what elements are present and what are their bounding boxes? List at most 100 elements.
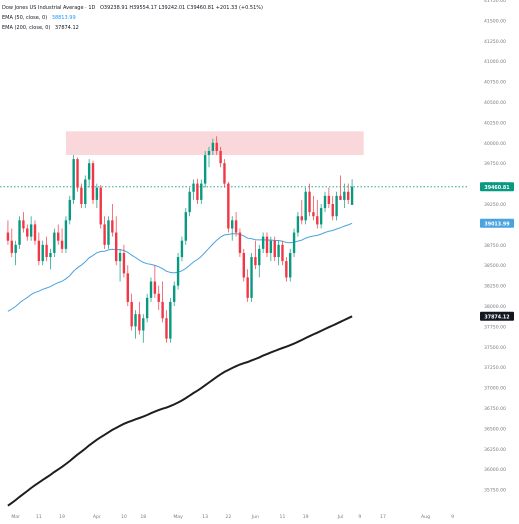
candle-body[interactable] [234, 220, 238, 233]
candle-body[interactable] [176, 257, 180, 286]
candle[interactable] [161, 281, 164, 323]
candle[interactable] [37, 232, 41, 266]
candle[interactable] [308, 183, 311, 217]
candle-body[interactable] [203, 155, 207, 184]
ema-200-line[interactable] [7, 315, 353, 507]
candle[interactable] [169, 297, 172, 343]
candle-body[interactable] [211, 142, 215, 151]
candle[interactable] [173, 281, 176, 306]
candle-body[interactable] [192, 183, 195, 192]
legend-main-row[interactable]: Dow Jones US Industrial Average · 1D O39… [2, 3, 263, 13]
candle-body[interactable] [343, 191, 346, 200]
candle-body[interactable] [33, 224, 37, 241]
candle-body[interactable] [273, 240, 276, 258]
candle[interactable] [200, 179, 203, 204]
candle[interactable] [60, 228, 64, 253]
candle[interactable] [192, 179, 195, 200]
candle-body[interactable] [335, 195, 338, 217]
candle[interactable] [153, 265, 157, 298]
candle-body[interactable] [14, 244, 17, 253]
candle[interactable] [265, 232, 269, 258]
ema200-label[interactable]: EMA (200, close, 0) [2, 25, 51, 31]
candle[interactable] [115, 216, 118, 266]
candle-body[interactable] [292, 232, 296, 253]
candle[interactable] [68, 195, 71, 225]
candle[interactable] [316, 199, 319, 229]
candle[interactable] [285, 257, 288, 282]
candle[interactable] [277, 240, 280, 266]
candle[interactable] [122, 244, 126, 278]
candle[interactable] [312, 195, 315, 221]
candle[interactable] [149, 277, 153, 302]
candle[interactable] [343, 183, 346, 209]
candle[interactable] [203, 150, 207, 188]
legend-ema200-row[interactable]: EMA (200, close, 0) 37874.12 [2, 23, 263, 33]
candle[interactable] [339, 175, 342, 200]
candle[interactable] [234, 212, 238, 237]
candle-body[interactable] [149, 281, 153, 298]
candle[interactable] [14, 240, 17, 266]
candle[interactable] [145, 293, 149, 323]
candle-body[interactable] [261, 236, 265, 249]
candle-body[interactable] [99, 187, 102, 225]
candle[interactable] [33, 220, 37, 245]
candle[interactable] [180, 236, 184, 262]
candle[interactable] [219, 146, 222, 168]
candle[interactable] [304, 187, 307, 225]
candle-body[interactable] [134, 314, 137, 327]
candle-body[interactable] [250, 257, 253, 298]
candle-body[interactable] [6, 232, 10, 241]
candle[interactable] [261, 232, 265, 253]
candle-body[interactable] [327, 195, 331, 204]
candle[interactable] [227, 181, 230, 233]
candle-body[interactable] [122, 252, 126, 274]
candle[interactable] [6, 220, 10, 245]
candle[interactable] [18, 216, 21, 249]
candle-body[interactable] [215, 142, 218, 151]
candle-body[interactable] [68, 199, 71, 221]
candle[interactable] [323, 191, 327, 213]
candle[interactable] [242, 248, 245, 282]
candle-body[interactable] [308, 191, 311, 213]
candle-body[interactable] [64, 220, 68, 249]
candle[interactable] [292, 228, 296, 258]
candle-body[interactable] [246, 277, 249, 298]
candle[interactable] [223, 159, 226, 188]
candle-body[interactable] [142, 318, 145, 331]
candle[interactable] [176, 252, 180, 290]
ema50-label[interactable]: EMA (50, close, 0) [2, 15, 48, 21]
candle-body[interactable] [87, 163, 91, 180]
candle-body[interactable] [227, 183, 230, 229]
candle-body[interactable] [319, 208, 323, 225]
candle-body[interactable] [347, 191, 350, 200]
candle-body[interactable] [18, 220, 21, 245]
candle-body[interactable] [207, 150, 211, 156]
candle[interactable] [296, 212, 300, 237]
candle[interactable] [289, 248, 292, 282]
candle[interactable] [26, 224, 29, 241]
candle-body[interactable] [29, 224, 33, 237]
candle[interactable] [188, 187, 191, 217]
candle[interactable] [22, 212, 25, 233]
candle-body[interactable] [26, 228, 29, 237]
candle-body[interactable] [331, 204, 334, 217]
candle[interactable] [64, 216, 68, 253]
candle-body[interactable] [37, 240, 41, 262]
candle-body[interactable] [10, 240, 13, 253]
candle-body[interactable] [281, 244, 284, 262]
candle-body[interactable] [277, 244, 280, 258]
candle[interactable] [10, 228, 13, 258]
candle-body[interactable] [103, 224, 106, 245]
candle-body[interactable] [165, 318, 168, 339]
candle-body[interactable] [138, 314, 141, 331]
candle-body[interactable] [173, 285, 176, 302]
candle[interactable] [95, 183, 99, 209]
candle[interactable] [76, 157, 79, 192]
candle-body[interactable] [60, 240, 64, 249]
candle-body[interactable] [180, 240, 184, 258]
candle-body[interactable] [111, 220, 114, 233]
candle-body[interactable] [107, 220, 110, 245]
candle[interactable] [269, 236, 273, 262]
candle[interactable] [130, 293, 133, 331]
